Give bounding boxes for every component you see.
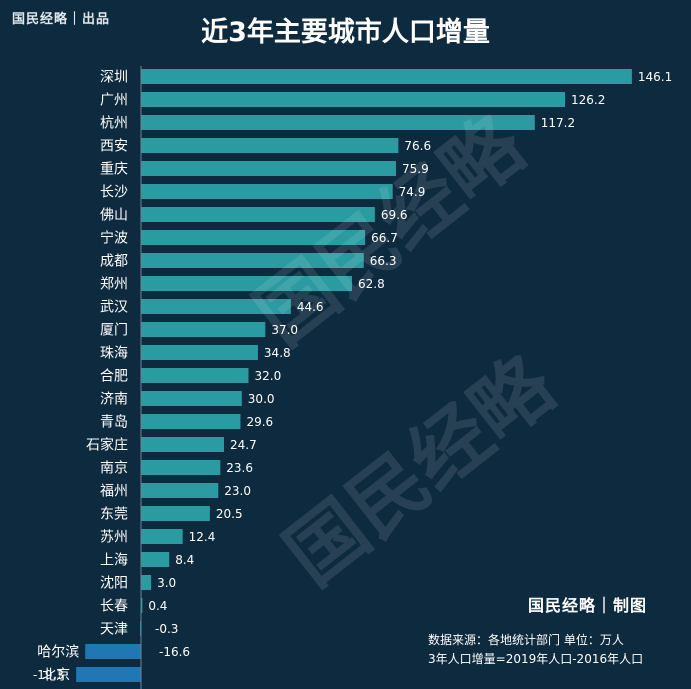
category-label: 重庆 — [100, 162, 128, 178]
category-label: 青岛 — [100, 415, 128, 431]
data-label: 8.4 — [175, 553, 194, 567]
source-line: 数据来源：各地统计部门 单位：万人 — [428, 633, 624, 647]
bar-26 — [76, 667, 141, 682]
data-label: 24.7 — [230, 438, 257, 452]
data-label: 44.6 — [297, 300, 324, 314]
bar-13 — [141, 368, 249, 383]
data-label: 12.4 — [189, 530, 216, 544]
chart-title: 近3年主要城市人口增量 — [201, 17, 490, 48]
bar-9 — [141, 276, 353, 291]
data-label: 62.8 — [358, 277, 385, 291]
data-label: 126.2 — [571, 93, 605, 107]
source-note: 数据来源：各地统计部门 单位：万人 3年人口增量=2019年人口-2016年人口 — [428, 631, 643, 669]
data-label: 23.0 — [224, 484, 251, 498]
category-label: 南京 — [100, 461, 128, 477]
category-label: 苏州 — [100, 530, 128, 546]
data-label: -0.3 — [155, 622, 178, 636]
bar-6 — [141, 207, 375, 222]
bar-8 — [141, 253, 364, 268]
category-label: 杭州 — [100, 116, 128, 132]
category-label: 长春 — [100, 599, 128, 615]
bar-24 — [139, 621, 141, 636]
bar-12 — [141, 345, 258, 360]
bar-3 — [141, 138, 399, 153]
data-label: 76.6 — [404, 139, 431, 153]
data-label: -19.3 — [33, 668, 64, 682]
bar-20 — [141, 529, 183, 544]
data-label: 117.2 — [541, 116, 575, 130]
bar-18 — [141, 483, 219, 498]
category-label: 石家庄 — [86, 437, 128, 454]
category-label: 广州 — [100, 93, 128, 109]
data-label: 66.7 — [371, 231, 398, 245]
bar-7 — [141, 230, 366, 245]
data-label: 0.4 — [148, 599, 167, 613]
bar-15 — [141, 414, 241, 429]
data-label: 23.6 — [226, 461, 253, 475]
data-label: 29.6 — [246, 415, 273, 429]
data-label: 66.3 — [370, 254, 397, 268]
category-label: 哈尔滨 — [37, 645, 79, 661]
category-label: 西安 — [100, 139, 128, 155]
category-label: 佛山 — [100, 208, 128, 224]
bar-22 — [141, 575, 152, 590]
category-label: 厦门 — [100, 323, 128, 339]
data-label: 37.0 — [271, 323, 298, 337]
bar-19 — [141, 506, 210, 521]
category-label: 武汉 — [100, 300, 128, 316]
category-label: 合肥 — [100, 369, 128, 385]
category-label: 宁波 — [100, 230, 128, 247]
bar-0 — [141, 69, 632, 84]
category-label: 福州 — [100, 484, 128, 500]
category-label: 东莞 — [100, 507, 128, 523]
category-label: 深圳 — [100, 70, 128, 86]
category-label: 济南 — [100, 392, 128, 408]
data-label: 32.0 — [255, 369, 282, 383]
data-label: 75.9 — [402, 162, 429, 176]
bar-11 — [141, 322, 266, 337]
formula-line: 3年人口增量=2019年人口-2016年人口 — [428, 652, 644, 666]
bar-23 — [141, 598, 143, 613]
bar-14 — [141, 391, 242, 406]
category-label: 珠海 — [100, 346, 128, 362]
brand-top: 国民经略｜出品 — [12, 12, 111, 27]
data-label: 69.6 — [381, 208, 408, 222]
data-label: 20.5 — [216, 507, 243, 521]
bar-4 — [141, 161, 397, 176]
bar-21 — [141, 552, 170, 567]
bar-16 — [141, 437, 224, 452]
category-label: 北京 — [42, 668, 70, 684]
data-label: 34.8 — [264, 346, 291, 360]
bar-17 — [141, 460, 221, 475]
category-label: 成都 — [100, 254, 128, 270]
data-label: 3.0 — [157, 576, 176, 590]
bar-5 — [141, 184, 393, 199]
category-label: 沈阳 — [100, 576, 128, 592]
brand-bottom: 国民经略｜制图 — [528, 596, 648, 615]
data-label: 146.1 — [638, 70, 672, 84]
data-label: -16.6 — [159, 645, 190, 659]
bar-25 — [85, 644, 141, 659]
category-label: 天津 — [100, 622, 128, 638]
bar-10 — [141, 299, 291, 314]
bar-1 — [141, 92, 566, 107]
category-label: 上海 — [100, 553, 128, 569]
data-label: 74.9 — [399, 185, 426, 199]
bar-2 — [141, 115, 535, 130]
category-label: 郑州 — [100, 277, 128, 293]
data-label: 30.0 — [248, 392, 275, 406]
category-label: 长沙 — [100, 185, 128, 201]
